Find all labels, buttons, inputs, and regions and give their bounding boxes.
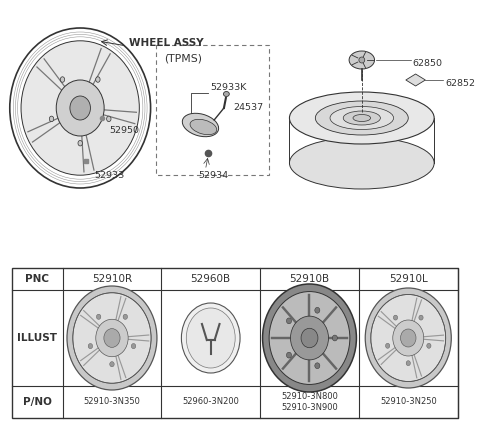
Ellipse shape bbox=[182, 113, 218, 137]
Ellipse shape bbox=[190, 119, 217, 135]
Ellipse shape bbox=[263, 284, 357, 392]
Ellipse shape bbox=[49, 116, 54, 122]
Ellipse shape bbox=[290, 316, 328, 360]
Ellipse shape bbox=[186, 308, 235, 368]
Ellipse shape bbox=[123, 314, 128, 319]
Text: 52910-3N250: 52910-3N250 bbox=[380, 397, 437, 407]
Ellipse shape bbox=[385, 343, 390, 348]
Ellipse shape bbox=[365, 288, 451, 388]
Ellipse shape bbox=[393, 320, 424, 356]
Ellipse shape bbox=[70, 96, 90, 120]
Text: 24537: 24537 bbox=[234, 103, 264, 112]
Text: 52934: 52934 bbox=[199, 171, 228, 180]
Text: 52933K: 52933K bbox=[210, 83, 247, 92]
Ellipse shape bbox=[289, 137, 434, 189]
Ellipse shape bbox=[343, 111, 380, 125]
Ellipse shape bbox=[301, 328, 318, 348]
Ellipse shape bbox=[419, 315, 423, 320]
Text: 52910-3N800
52910-3N900: 52910-3N800 52910-3N900 bbox=[281, 392, 338, 412]
Text: 52910B: 52910B bbox=[289, 274, 330, 284]
Polygon shape bbox=[406, 74, 425, 86]
Ellipse shape bbox=[332, 335, 337, 341]
Text: P/NO: P/NO bbox=[23, 397, 51, 407]
Ellipse shape bbox=[349, 51, 374, 69]
Ellipse shape bbox=[353, 114, 371, 121]
Ellipse shape bbox=[104, 329, 120, 347]
Bar bbox=[12, 268, 457, 418]
Ellipse shape bbox=[56, 80, 104, 136]
Text: 52960B: 52960B bbox=[191, 274, 231, 284]
Ellipse shape bbox=[315, 307, 320, 313]
Text: 52960-3N200: 52960-3N200 bbox=[182, 397, 239, 407]
Ellipse shape bbox=[60, 77, 65, 82]
Text: 62850: 62850 bbox=[413, 58, 443, 67]
Ellipse shape bbox=[406, 361, 410, 365]
Ellipse shape bbox=[110, 361, 114, 367]
Text: (TPMS): (TPMS) bbox=[164, 53, 202, 63]
Circle shape bbox=[359, 57, 365, 63]
Ellipse shape bbox=[427, 343, 431, 348]
Text: 52933: 52933 bbox=[94, 171, 124, 180]
Text: 52910-3N350: 52910-3N350 bbox=[84, 397, 141, 407]
Ellipse shape bbox=[289, 92, 434, 144]
Bar bbox=[156, 45, 269, 175]
Ellipse shape bbox=[330, 106, 394, 129]
Text: 62852: 62852 bbox=[445, 78, 475, 88]
Ellipse shape bbox=[96, 319, 128, 357]
Ellipse shape bbox=[96, 77, 100, 82]
Ellipse shape bbox=[287, 318, 291, 324]
Text: WHEEL ASSY: WHEEL ASSY bbox=[129, 38, 204, 48]
Ellipse shape bbox=[96, 314, 101, 319]
Ellipse shape bbox=[287, 352, 291, 358]
Text: 52950: 52950 bbox=[109, 126, 140, 135]
Ellipse shape bbox=[107, 116, 111, 122]
Text: PNC: PNC bbox=[25, 274, 49, 284]
Ellipse shape bbox=[67, 286, 157, 390]
Ellipse shape bbox=[394, 315, 397, 320]
Ellipse shape bbox=[88, 343, 93, 349]
Text: ILLUST: ILLUST bbox=[17, 333, 57, 343]
Ellipse shape bbox=[181, 303, 240, 373]
Ellipse shape bbox=[224, 92, 229, 97]
Text: 52910R: 52910R bbox=[92, 274, 132, 284]
Ellipse shape bbox=[132, 343, 136, 349]
Ellipse shape bbox=[400, 329, 416, 347]
Ellipse shape bbox=[269, 291, 350, 385]
Ellipse shape bbox=[371, 295, 446, 381]
Ellipse shape bbox=[78, 140, 83, 146]
Ellipse shape bbox=[315, 101, 408, 135]
Ellipse shape bbox=[73, 293, 151, 383]
Ellipse shape bbox=[21, 41, 139, 175]
Text: 52910L: 52910L bbox=[389, 274, 428, 284]
Ellipse shape bbox=[315, 363, 320, 369]
